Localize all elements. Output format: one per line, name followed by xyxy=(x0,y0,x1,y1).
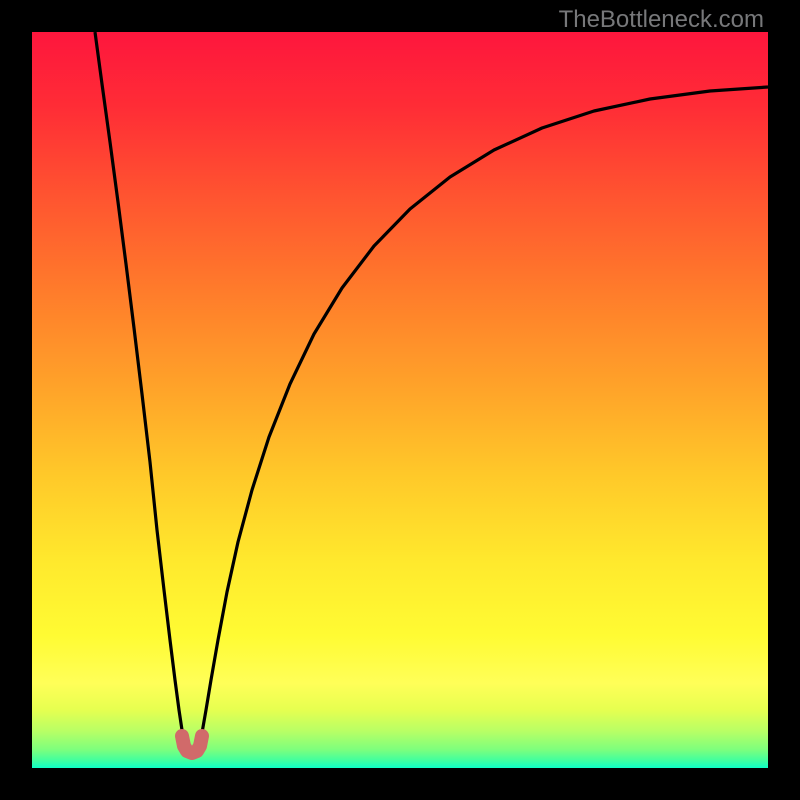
watermark-text: TheBottleneck.com xyxy=(559,6,764,34)
plot-area xyxy=(32,32,768,768)
chart-frame xyxy=(32,32,768,768)
chart-svg xyxy=(32,32,768,768)
